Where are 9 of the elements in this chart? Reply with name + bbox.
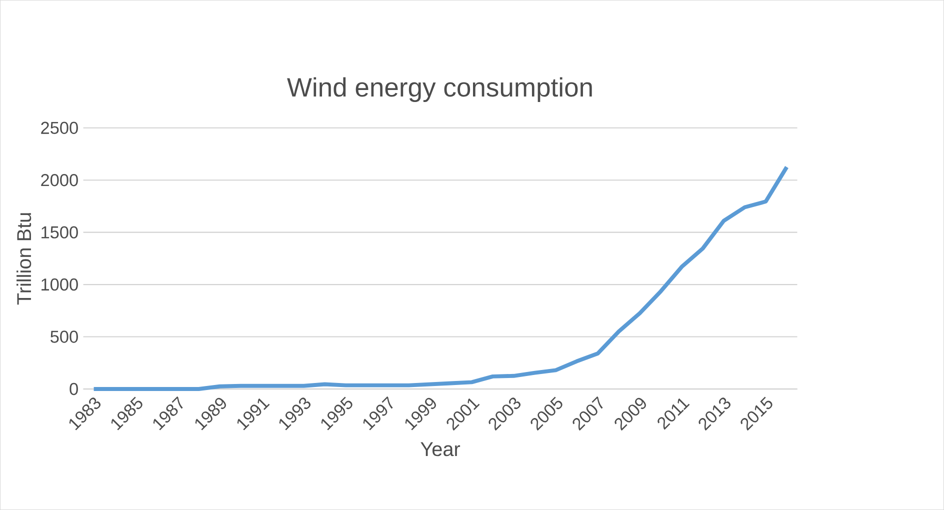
y-tick-label: 0	[70, 382, 78, 396]
x-axis-title: Year	[420, 442, 460, 456]
y-tick-label: 2000	[41, 174, 78, 186]
y-tick-label: 2500	[41, 122, 78, 134]
y-tick-label: 1500	[42, 226, 78, 238]
y-tick-label: 1000	[42, 278, 78, 291]
y-tick-label: 500	[50, 330, 78, 343]
y-axis-title: Trillion Btu	[16, 213, 32, 305]
chart-title: Wind energy consumption	[287, 77, 592, 102]
